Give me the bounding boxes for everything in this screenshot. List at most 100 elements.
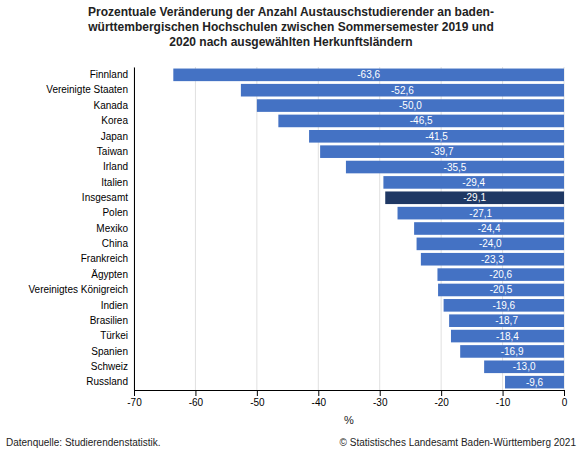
y-tick-label: Türkei (100, 330, 128, 341)
x-tick-mark (195, 390, 196, 396)
bar (346, 161, 564, 174)
y-tick-label: China (102, 238, 129, 249)
bar (421, 253, 564, 266)
x-axis-label: % (344, 414, 354, 426)
y-tick-label: Russland (86, 376, 128, 387)
y-tick: Irland (103, 161, 134, 172)
y-tick: Italien (101, 177, 134, 188)
data-label: -19,6 (492, 300, 515, 311)
y-tick: Brasilien (90, 315, 134, 326)
x-tick: -20 (434, 390, 449, 408)
x-tick-label: -20 (434, 397, 449, 408)
y-tick-label: Vereinigte Staaten (46, 84, 128, 95)
data-label: -27,1 (469, 208, 492, 219)
x-tick-label: -50 (250, 397, 265, 408)
grid-line (256, 67, 257, 390)
x-tick-mark (257, 390, 258, 396)
x-tick: 0 (562, 390, 568, 408)
bar (241, 84, 564, 97)
y-axis: RusslandSchweizSpanienTürkeiBrasilienInd… (28, 68, 134, 391)
data-label: -20,5 (490, 284, 513, 295)
bar (505, 376, 564, 389)
data-label: -23,3 (481, 254, 504, 265)
y-tick: Türkei (100, 330, 134, 341)
bar (449, 314, 564, 327)
x-tick: -40 (312, 390, 327, 408)
x-tick-mark (441, 390, 442, 396)
bar (383, 176, 564, 189)
data-label: -13,0 (513, 361, 536, 372)
y-tick: Mexiko (96, 223, 134, 234)
x-tick-mark (503, 390, 504, 396)
y-tick-label: Japan (101, 131, 128, 142)
bar (320, 145, 564, 158)
data-label: -52,6 (391, 85, 414, 96)
data-label: -9,6 (526, 377, 544, 388)
x-tick-label: -70 (127, 397, 142, 408)
data-label: -16,9 (501, 346, 524, 357)
y-tick: Finnland (90, 69, 134, 80)
x-tick-label: -10 (496, 397, 511, 408)
x-tick-mark (564, 390, 565, 396)
x-tick: -60 (189, 390, 204, 408)
bar (417, 238, 564, 251)
bars (173, 69, 564, 389)
y-tick: China (102, 238, 134, 249)
y-tick: Ägypten (91, 269, 134, 280)
y-tick-label: Irland (103, 161, 128, 172)
title-line: Prozentuale Veränderung der Anzahl Austa… (88, 5, 494, 19)
bar (451, 330, 564, 343)
bar (173, 69, 564, 82)
x-tick: -70 (127, 390, 142, 408)
data-label: -35,5 (444, 162, 467, 173)
y-tick: Vereinigtes Königreich (28, 284, 134, 295)
data-label: -39,7 (431, 146, 454, 157)
x-tick: -30 (373, 390, 388, 408)
grid-line (195, 67, 196, 390)
plot: -9,6-13,0-16,9-18,4-18,7-19,6-20,5-20,6-… (28, 67, 567, 426)
x-tick-mark (318, 390, 319, 396)
data-label: -24,0 (479, 238, 502, 249)
bar (460, 345, 564, 358)
data-label: -24,4 (478, 223, 501, 234)
bar (257, 99, 564, 112)
y-tick: Frankreich (81, 253, 134, 264)
y-tick-label: Mexiko (96, 223, 128, 234)
y-tick-label: Vereinigtes Königreich (28, 284, 128, 295)
y-tick: Japan (101, 131, 134, 142)
data-label: -41,5 (425, 131, 448, 142)
grid-line (134, 67, 135, 390)
data-label: -50,0 (399, 100, 422, 111)
x-tick-label: -40 (312, 397, 327, 408)
chart: Prozentuale Veränderung der Anzahl Austa… (0, 0, 582, 454)
y-tick-label: Korea (101, 115, 128, 126)
bar (437, 268, 564, 281)
y-tick: Kanada (94, 100, 134, 111)
y-tick-label: Schweiz (91, 361, 128, 372)
y-tick-label: Brasilien (90, 315, 128, 326)
y-tick-label: Insgesamt (82, 192, 128, 203)
y-tick: Russland (86, 376, 134, 387)
y-tick-label: Taiwan (97, 146, 128, 157)
y-tick-label: Polen (102, 207, 128, 218)
bar (309, 130, 564, 143)
data-label: -20,6 (489, 269, 512, 280)
y-tick-label: Ägypten (91, 269, 128, 280)
bar (484, 360, 564, 373)
x-tick: -10 (496, 390, 511, 408)
grid (134, 67, 564, 390)
bar (385, 191, 564, 204)
y-tick: Insgesamt (82, 192, 134, 203)
source-note: Datenquelle: Studierendenstatistik. (6, 437, 161, 448)
y-tick: Polen (102, 207, 134, 218)
y-tick-label: Frankreich (81, 253, 128, 264)
data-labels: -9,6-13,0-16,9-18,4-18,7-19,6-20,5-20,6-… (357, 69, 543, 387)
data-label: -29,1 (463, 192, 486, 203)
y-tick: Spanien (91, 346, 134, 357)
x-tick-mark (134, 390, 135, 396)
bar (414, 222, 564, 235)
y-tick-label: Spanien (91, 346, 128, 357)
copyright-note: © Statistisches Landesamt Baden-Württemb… (340, 437, 577, 448)
x-tick-label: 0 (562, 397, 568, 408)
x-axis: -70 -60 -50 -40 -30 -20 -10 0 (127, 390, 567, 408)
